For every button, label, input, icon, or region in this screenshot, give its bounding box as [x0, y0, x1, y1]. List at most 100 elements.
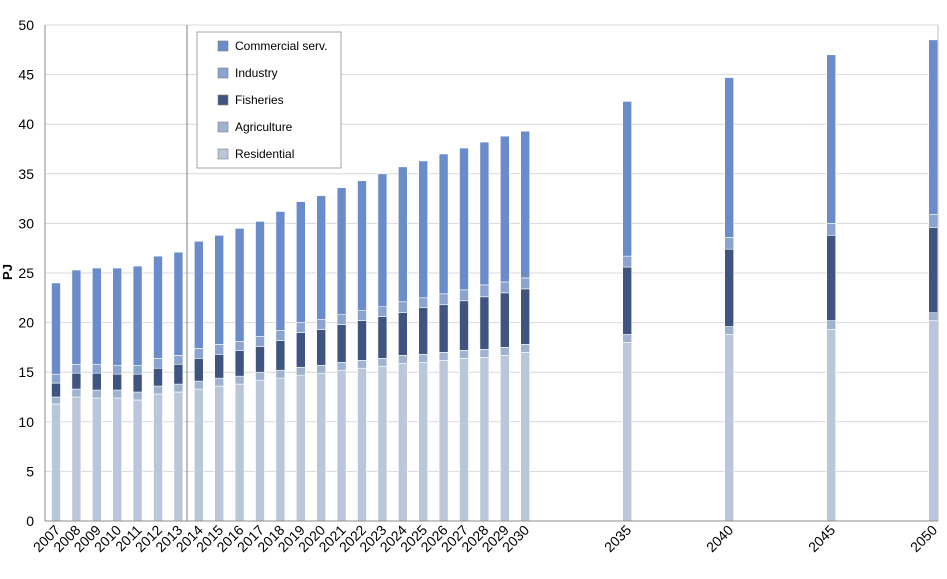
bar-segment-agriculture: [234, 375, 245, 385]
bar-stack: [153, 255, 163, 522]
bar-segment-industry: [112, 364, 122, 375]
bar-segment-industry: [173, 355, 184, 365]
bar-segment-commercial-serv: [499, 135, 510, 283]
bar-segment-industry: [132, 364, 143, 375]
bar-stack: [234, 228, 245, 522]
bar-segment-industry: [357, 310, 367, 321]
legend-label: Industry: [235, 66, 278, 80]
bar-segment-fisheries: [459, 300, 469, 351]
bar-segment-fisheries: [520, 288, 531, 345]
bar-segment-commercial-serv: [132, 265, 143, 366]
y-tick-label: 5: [26, 463, 34, 479]
bar-segment-fisheries: [153, 367, 163, 387]
bar-segment-fisheries: [194, 358, 204, 382]
legend-label: Commercial serv.: [235, 39, 327, 53]
bar-stack: [520, 130, 531, 522]
bar-segment-agriculture: [438, 352, 449, 361]
bar-stack: [377, 173, 388, 522]
bar-segment-industry: [377, 306, 388, 317]
bar-stack: [438, 153, 449, 522]
bar-segment-agriculture: [316, 364, 327, 374]
bar-segment-residential: [295, 374, 306, 522]
bar-segment-residential: [479, 357, 490, 522]
y-axis-label: PJ: [0, 264, 15, 280]
y-tick-label: 0: [26, 513, 34, 529]
bar-stack: [928, 39, 939, 522]
legend-swatch: [217, 67, 229, 79]
bar-segment-agriculture: [377, 358, 388, 367]
bar-segment-agriculture: [479, 349, 490, 358]
x-tick-label: 2035: [601, 522, 634, 555]
bar-segment-industry: [520, 277, 531, 290]
bar-segment-fisheries: [499, 292, 510, 348]
bar-segment-industry: [336, 314, 347, 325]
bar-segment-industry: [92, 363, 102, 374]
bar-segment-fisheries: [336, 324, 347, 363]
bar-segment-fisheries: [826, 235, 837, 321]
bar-segment-industry: [724, 236, 735, 250]
bar-segment-industry: [397, 301, 408, 313]
bar-segment-industry: [316, 319, 327, 330]
x-tick-label: 2045: [805, 522, 838, 555]
legend-label: Residential: [235, 147, 294, 161]
bar-segment-industry: [234, 341, 245, 351]
bar-segment-industry: [71, 363, 82, 374]
bar-segment-agriculture: [357, 359, 367, 369]
y-tick-label: 40: [18, 116, 34, 132]
bar-segment-industry: [928, 214, 939, 228]
y-tick-label: 25: [18, 265, 34, 281]
bar-segment-fisheries: [377, 316, 388, 359]
bar-segment-agriculture: [255, 371, 265, 381]
bar-segment-commercial-serv: [316, 195, 327, 320]
bar-segment-fisheries: [418, 307, 429, 355]
bar-segment-agriculture: [51, 396, 61, 405]
bar-stack: [132, 265, 143, 522]
bar-segment-residential: [194, 388, 204, 522]
bar-stack: [479, 141, 490, 522]
bar-segment-fisheries: [275, 340, 286, 371]
bar-segment-industry: [826, 223, 837, 236]
bar-segment-residential: [92, 397, 102, 522]
bar-stack: [418, 160, 429, 522]
bar-segment-residential: [499, 355, 510, 522]
bar-segment-agriculture: [194, 380, 204, 390]
y-tick-label: 35: [18, 166, 34, 182]
bar-segment-agriculture: [71, 388, 82, 398]
bar-segment-fisheries: [132, 373, 143, 393]
bar-segment-residential: [255, 379, 265, 522]
bar-segment-commercial-serv: [275, 211, 286, 331]
bar-segment-fisheries: [438, 304, 449, 353]
bar-segment-industry: [418, 297, 429, 309]
bar-stack: [51, 282, 61, 522]
bar-stack: [397, 166, 408, 522]
bar-stack: [724, 77, 735, 522]
bar-segment-agriculture: [499, 347, 510, 356]
y-tick-label: 10: [18, 414, 34, 430]
bar-segment-residential: [520, 352, 531, 522]
bar-segment-commercial-serv: [71, 269, 82, 365]
legend-label: Agriculture: [235, 120, 293, 134]
legend-label: Fisheries: [235, 93, 284, 107]
bar-segment-commercial-serv: [438, 153, 449, 295]
bar-segment-residential: [622, 342, 633, 522]
bar-segment-commercial-serv: [622, 101, 633, 257]
bar-segment-industry: [479, 284, 490, 298]
bar-segment-industry: [295, 322, 306, 333]
bar-segment-commercial-serv: [724, 77, 735, 238]
bar-segment-fisheries: [51, 382, 61, 398]
bar-segment-fisheries: [622, 266, 633, 335]
bar-segment-residential: [826, 329, 837, 522]
bar-segment-fisheries: [255, 346, 265, 373]
bar-stack: [295, 201, 306, 522]
bar-segment-fisheries: [479, 296, 490, 350]
bar-segment-residential: [459, 358, 469, 522]
bar-segment-fisheries: [724, 248, 735, 327]
bar-segment-fisheries: [397, 312, 408, 356]
bar-segment-commercial-serv: [520, 130, 531, 279]
bar-segment-commercial-serv: [153, 255, 163, 359]
bar-segment-fisheries: [92, 372, 102, 391]
bar-segment-residential: [71, 396, 82, 522]
bar-segment-residential: [336, 369, 347, 522]
bar-segment-fisheries: [357, 320, 367, 361]
